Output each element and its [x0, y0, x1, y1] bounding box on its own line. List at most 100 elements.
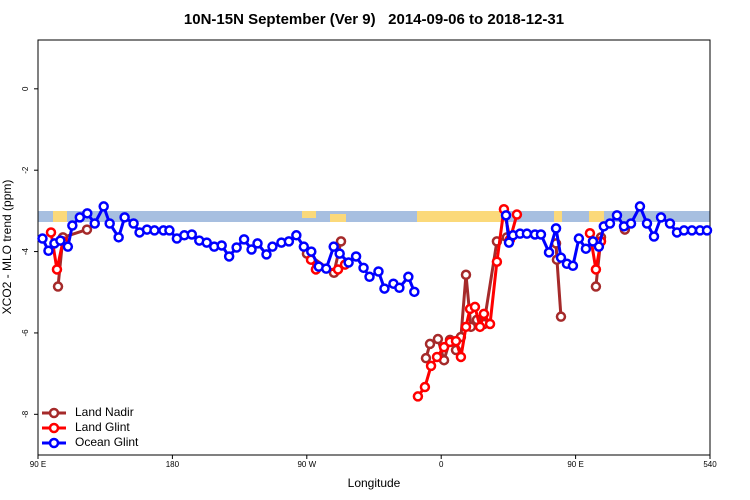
y-axis-label: XCO2 - MLO trend (ppm) [0, 180, 14, 315]
x-tick-label: 540 [703, 460, 717, 469]
x-tick-label: 180 [166, 460, 180, 469]
legend-marker [48, 437, 60, 449]
point [474, 321, 486, 333]
point [641, 218, 653, 229]
point [223, 251, 235, 262]
point [45, 227, 57, 238]
point [604, 218, 616, 229]
point [238, 234, 250, 245]
point [555, 252, 567, 263]
point [306, 246, 317, 257]
plot-frame [37, 39, 711, 456]
band [38, 211, 710, 222]
point [555, 311, 567, 322]
x-tick-label: 90 E [567, 460, 583, 469]
point [590, 264, 602, 275]
point [686, 225, 698, 236]
point [55, 235, 66, 246]
point [634, 201, 646, 212]
point [37, 233, 48, 244]
point [664, 218, 676, 229]
x-tick-label: 90 E [30, 460, 46, 469]
point [334, 248, 345, 259]
x-tick-label: 90 W [297, 460, 316, 469]
band-patch [589, 211, 604, 222]
point [98, 201, 109, 212]
point [425, 360, 437, 372]
point [119, 212, 130, 223]
series [54, 226, 629, 365]
legend-marker [48, 422, 60, 434]
x-axis-label: Longitude [348, 476, 401, 490]
y-tick-label: -4 [21, 247, 30, 255]
point [420, 352, 432, 364]
point [81, 224, 93, 235]
point [593, 241, 605, 252]
point [432, 333, 444, 345]
legend-label: Land Glint [75, 420, 130, 434]
point [246, 244, 257, 255]
legend-label: Ocean Glint [75, 435, 139, 449]
point [521, 228, 533, 239]
point [611, 210, 623, 221]
band-patch [554, 211, 562, 222]
point [62, 241, 74, 252]
point [431, 351, 443, 363]
point [358, 262, 369, 274]
point [701, 225, 713, 236]
point [332, 264, 344, 275]
point [328, 241, 339, 252]
point [186, 229, 198, 240]
point [625, 218, 637, 229]
point [149, 225, 160, 236]
y-tick-label: -2 [21, 166, 30, 174]
point [567, 260, 579, 272]
y-tick-label: -8 [21, 410, 30, 418]
legend-label: Land Nadir [75, 405, 134, 419]
point [335, 236, 347, 247]
point [580, 243, 592, 254]
point [403, 271, 414, 283]
series [37, 201, 713, 298]
point [550, 223, 562, 234]
point [424, 338, 436, 350]
point [379, 283, 390, 294]
point [216, 240, 227, 251]
point [478, 308, 490, 320]
point [412, 391, 424, 402]
point [350, 251, 362, 262]
point [201, 237, 212, 248]
point [128, 218, 139, 229]
point [89, 218, 100, 229]
point [74, 212, 86, 223]
point [469, 301, 481, 313]
point [67, 220, 78, 231]
point [409, 286, 420, 298]
point [164, 225, 175, 236]
point [373, 266, 384, 277]
legend-marker [48, 407, 60, 419]
point [584, 228, 596, 239]
point [82, 208, 93, 219]
point [267, 241, 278, 252]
point [283, 236, 295, 247]
point [484, 318, 496, 330]
point [104, 218, 115, 229]
point [52, 281, 64, 292]
x-tick-label: 0 [439, 460, 444, 469]
point [261, 249, 272, 260]
point [655, 212, 667, 223]
point [535, 229, 547, 240]
point [364, 271, 375, 283]
point [543, 247, 555, 258]
point [491, 256, 503, 267]
point [460, 321, 472, 333]
band-patch [330, 214, 346, 222]
coverage-band [38, 211, 710, 222]
point [460, 269, 472, 281]
point [394, 282, 405, 294]
chart-title: 10N-15N September (Ver 9) 2014-09-06 to … [184, 11, 564, 28]
band-patch [53, 211, 67, 222]
